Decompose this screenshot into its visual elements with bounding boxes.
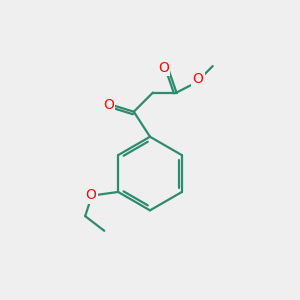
Text: O: O	[103, 98, 114, 112]
Text: O: O	[85, 188, 97, 203]
Text: O: O	[158, 61, 169, 75]
Text: O: O	[193, 72, 203, 86]
